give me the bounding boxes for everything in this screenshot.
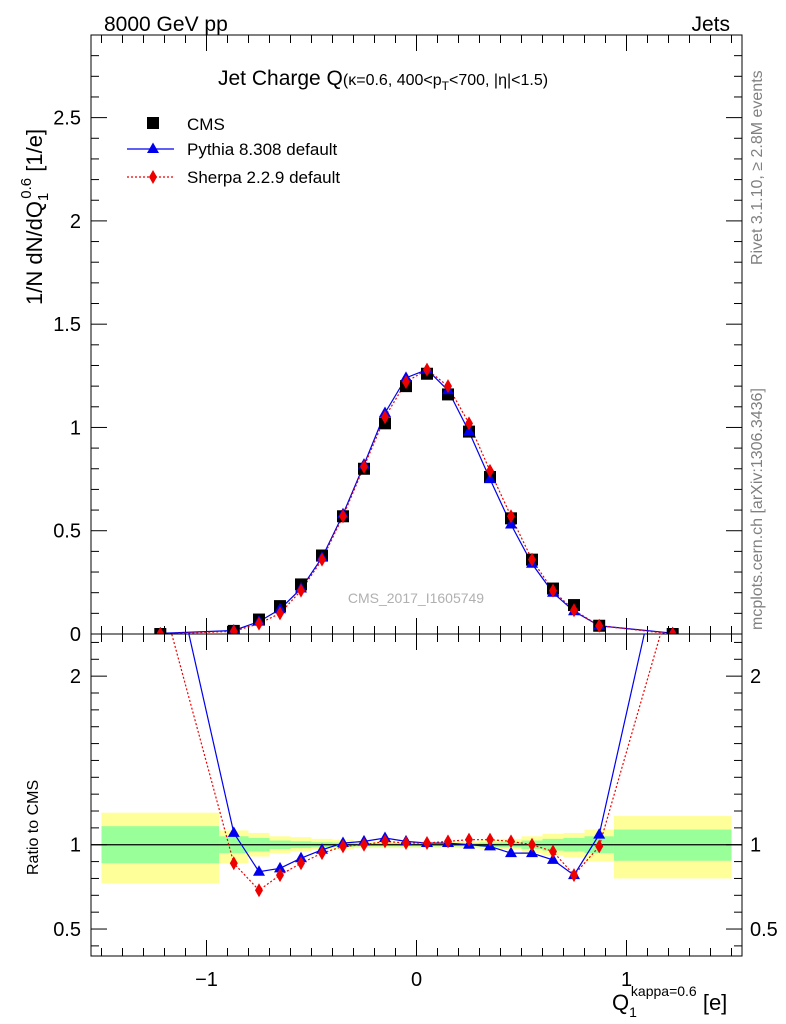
ratio-sherpa-point [507,834,515,849]
ratio-y-tick-label: 1 [70,835,81,857]
sherpa-point [528,552,536,567]
main-y-tick-label: 2 [70,211,81,233]
ratio-sherpa-point [669,585,677,599]
x-axis-label: Q1kappa=0.6 [e] [612,983,727,1020]
ratio-sherpa-point [276,868,284,883]
ratio-pythia-point [593,828,606,839]
main-y-tick-label: 0 [70,624,81,646]
ratio-sherpa-point [156,585,164,599]
sherpa-point [423,362,431,377]
main-data-area [154,362,679,634]
sherpa-point [486,463,494,478]
main-y-tick-label: 2.5 [53,108,81,130]
ratio-sherpa-point [444,834,452,849]
ratio-sherpa-point [402,836,410,851]
ratio-sherpa-point [297,856,305,871]
sherpa-point [465,416,473,431]
ratio-sherpa-point [486,832,494,847]
main-panel: CMS_2017_I1605749 0 0.5 1 1.5 2 2.5 [53,34,743,646]
ratio-pythia-point [253,865,265,876]
sherpa-point [318,552,326,567]
legend-sherpa-marker [149,170,157,184]
ratio-sherpa-point [423,836,431,851]
ratio-pythia-point [547,853,559,864]
x-tick-label: 1 [621,969,632,991]
ratio-pythia-point [505,846,517,858]
main-y-tick-label: 1 [70,417,81,439]
ratio-panel: 0.5 0.5 1 1 2 2 −1 0 1 [53,501,778,991]
pythia-point [463,425,475,436]
ratio-uncertainty-bands [101,812,732,884]
pythia-point [484,472,496,484]
ratio-y-tick-label: 0.5 [53,919,81,941]
ratio-y-tick-label-right: 1 [750,835,761,857]
sherpa-point [570,603,578,618]
legend: CMS Pythia 8.308 default Sherpa 2.2.9 de… [127,115,340,187]
sherpa-point [549,583,557,598]
header-left: 8000 GeV pp [104,13,228,36]
ratio-sherpa-point [255,883,263,898]
x-tick-label: 0 [411,969,422,991]
legend-pythia-label: Pythia 8.308 default [187,140,338,159]
sherpa-point [507,509,515,524]
ratio-y-tick-label: 2 [70,666,81,688]
mcplots-label: mcplots.cern.ch [arXiv:1306.3436] [749,388,766,630]
ratio-sherpa-point [570,868,578,883]
sherpa-point [668,627,677,634]
pythia-point [505,518,517,529]
ratio-sherpa-point [318,846,326,861]
sherpa-point [360,459,368,474]
ratio-data-area [154,501,679,898]
ratio-sherpa-point [465,832,473,847]
legend-pythia-marker [147,142,159,153]
ratio-sherpa-point [229,856,238,871]
sherpa-point [595,618,604,633]
header-right: Jets [691,13,730,36]
x-tick-label: −1 [195,969,218,991]
ratio-sherpa-point [339,839,347,854]
ratio-pythia-point [227,826,240,837]
sherpa-point [381,410,389,425]
sherpa-point [297,583,305,598]
legend-sherpa-label: Sherpa 2.2.9 default [187,168,340,187]
main-y-tick-label: 0.5 [53,521,81,543]
sherpa-point [402,375,410,390]
sherpa-point [156,627,165,634]
ratio-sherpa-point [549,844,557,859]
legend-cms-label: CMS [187,115,225,134]
ratio-pythia-line [188,634,645,876]
ratio-sherpa-point [595,839,604,854]
sherpa-point [229,624,238,634]
ratio-pythia-point [526,846,538,858]
ratio-pythia-point [154,501,166,512]
ratio-sherpa-point [381,834,389,849]
main-y-axis-label: 1/N dN/dQ10.6 [1/e] [18,129,52,305]
main-y-tick-label: 1.5 [53,314,81,336]
sherpa-point [339,509,347,524]
sherpa-point [444,379,452,394]
plot-title: Jet Charge Q(κ=0.6, 400<pT<700, |η|<1.5) [218,67,548,93]
ratio-pythia-point [274,861,286,873]
analysis-watermark: CMS_2017_I1605749 [348,590,484,606]
ratio-sherpa-line [171,634,662,892]
ratio-sherpa-point [528,837,536,852]
sherpa-point [255,616,263,631]
ratio-y-axis-label: Ratio to CMS [25,780,42,875]
ratio-pythia-point [667,501,679,512]
ratio-y-tick-label-right: 2 [750,666,761,688]
ratio-sherpa-point [360,837,368,852]
rivet-label: Rivet 3.1.10, ≥ 2.8M events [749,70,766,265]
ratio-y-tick-label-right: 0.5 [750,919,778,941]
sherpa-point [276,606,284,621]
legend-cms-marker [147,117,159,129]
